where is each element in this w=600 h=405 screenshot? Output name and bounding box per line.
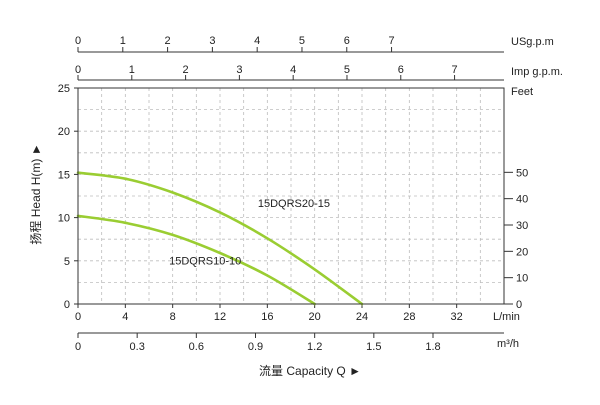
imp-gpm-tick-label: 5 — [344, 64, 350, 76]
m3h-tick-label: 0 — [75, 341, 81, 353]
series-label-2: 15DQRS10-10 — [169, 255, 241, 267]
lmin-tick-label: 16 — [261, 311, 273, 323]
m3h-tick-label: 0.6 — [189, 341, 204, 353]
head-m-tick-label: 15 — [58, 169, 70, 181]
head-feet-tick-label: 10 — [516, 273, 528, 285]
head-feet-axis: 0 10 20 30 40 50 — [504, 167, 528, 311]
lmin-tick-label: 32 — [451, 311, 463, 323]
plot-frame — [77, 87, 505, 305]
grid — [78, 88, 504, 304]
imp-gpm-unit-label: Imp g.p.m. — [511, 66, 563, 78]
imp-gpm-tick-label: 6 — [398, 64, 404, 76]
m3h-axis: 0 0.3 0.6 0.9 1.2 1.5 1.8 — [75, 332, 504, 353]
imp-gpm-tick-label: 1 — [129, 64, 135, 76]
m3h-tick-label: 1.5 — [366, 341, 381, 353]
lmin-tick-label: 20 — [309, 311, 321, 323]
head-m-axis: 0 5 10 15 20 25 — [58, 83, 78, 311]
head-m-tick-label: 5 — [64, 256, 70, 268]
m3h-tick-label: 0.3 — [130, 341, 145, 353]
us-gpm-tick-label: 6 — [344, 35, 350, 47]
lmin-axis: 0 4 8 12 16 20 24 28 32 — [75, 304, 463, 323]
series-label-1: 15DQRS20-15 — [258, 198, 330, 210]
m3h-tick-label: 1.2 — [307, 341, 322, 353]
us-gpm-tick-label: 2 — [165, 35, 171, 47]
lmin-unit-label: L/min — [493, 311, 520, 323]
lmin-tick-label: 12 — [214, 311, 226, 323]
performance-curves: 15DQRS20-15 15DQRS10-10 — [76, 171, 364, 306]
imp-gpm-tick-label: 2 — [183, 64, 189, 76]
us-gpm-tick-label: 5 — [299, 35, 305, 47]
lmin-tick-label: 8 — [170, 311, 176, 323]
head-m-tick-label: 0 — [64, 299, 70, 311]
head-m-tick-label: 20 — [58, 126, 70, 138]
feet-unit-label: Feet — [511, 86, 533, 98]
us-gpm-tick-label: 1 — [120, 35, 126, 47]
imp-gpm-tick-label: 0 — [75, 64, 81, 76]
imp-gpm-tick-label: 4 — [290, 64, 296, 76]
head-m-tick-label: 25 — [58, 83, 70, 95]
lmin-tick-label: 24 — [356, 311, 368, 323]
imp-gpm-tick-label: 3 — [236, 64, 242, 76]
us-gpm-tick-label: 4 — [254, 35, 260, 47]
us-gpm-tick-label: 7 — [388, 35, 394, 47]
x-axis-title: 流量 Capacity Q ► — [259, 364, 361, 378]
lmin-tick-label: 0 — [75, 311, 81, 323]
us-gpm-tick-label: 3 — [209, 35, 215, 47]
imp-gpm-axis: 0 1 2 3 4 5 6 7 — [75, 64, 504, 81]
head-feet-tick-label: 0 — [516, 299, 522, 311]
m3h-tick-label: 1.8 — [425, 341, 440, 353]
head-feet-tick-label: 40 — [516, 194, 528, 206]
y-axis-title: 扬程 Head H(m) ► — [28, 143, 43, 244]
imp-gpm-tick-label: 7 — [452, 64, 458, 76]
head-feet-tick-label: 50 — [516, 167, 528, 179]
us-gpm-tick-label: 0 — [75, 35, 81, 47]
us-gpm-axis: 0 1 2 3 4 5 6 7 — [75, 35, 504, 53]
lmin-tick-label: 4 — [122, 311, 128, 323]
head-m-tick-label: 10 — [58, 213, 70, 225]
head-feet-tick-label: 30 — [516, 220, 528, 232]
lmin-tick-label: 28 — [403, 311, 415, 323]
head-feet-tick-label: 20 — [516, 246, 528, 258]
m3h-unit-label: m³/h — [497, 338, 519, 350]
m3h-tick-label: 0.9 — [248, 341, 263, 353]
series-line-1 — [76, 171, 364, 306]
series-line-2 — [76, 214, 316, 306]
us-gpm-unit-label: USg.p.m — [511, 36, 554, 48]
